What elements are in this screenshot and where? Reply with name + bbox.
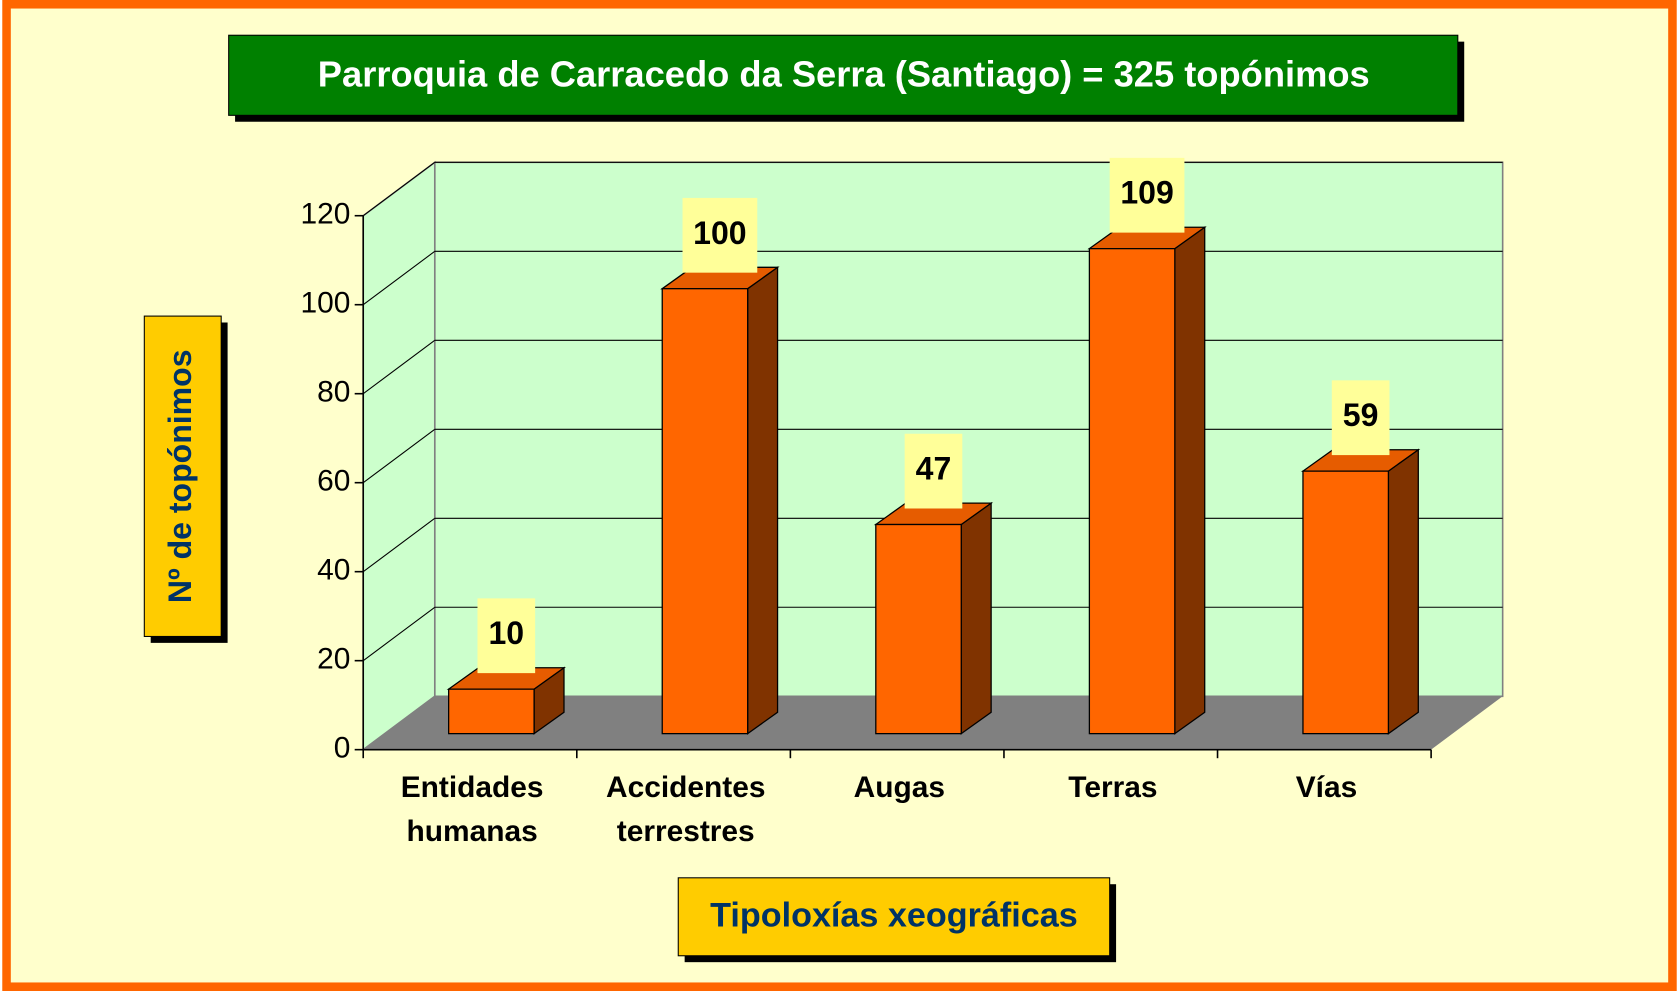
value-label-box xyxy=(1331,380,1390,456)
y-tick-label: 120 xyxy=(301,198,351,231)
value-label: 109 xyxy=(1120,175,1173,211)
y-axis-label: Nº de topónimos xyxy=(162,349,198,603)
y-tick-label: 0 xyxy=(334,732,351,765)
grid-line xyxy=(362,428,436,484)
bar xyxy=(660,266,780,735)
grid-line xyxy=(362,161,436,217)
value-label-box xyxy=(904,433,963,509)
x-axis-label: Tipoloxías xeográficas xyxy=(710,896,1078,934)
bar-front xyxy=(1088,247,1176,735)
title-box xyxy=(228,34,1459,116)
grid-line xyxy=(362,606,436,662)
grid-line xyxy=(362,517,436,573)
value-label-box xyxy=(1109,157,1185,233)
value-label-box xyxy=(477,598,536,674)
value-label: 59 xyxy=(1343,397,1379,433)
x-label-box xyxy=(677,877,1111,957)
y-label-box xyxy=(143,315,222,637)
y-tick-label: 80 xyxy=(317,376,350,409)
bar-front xyxy=(448,688,535,735)
grid-line xyxy=(362,339,436,395)
bar-side xyxy=(960,501,992,735)
x-tick-label: Accidentes terrestres xyxy=(606,771,765,848)
y-tick-label: 40 xyxy=(317,554,350,587)
bar xyxy=(446,666,566,735)
bar-front xyxy=(661,288,749,735)
chart-title: Parroquia de Carracedo da Serra (Santiag… xyxy=(318,53,1370,94)
value-label: 10 xyxy=(489,615,525,651)
grid-line xyxy=(362,250,436,306)
y-tick-label: 60 xyxy=(317,465,350,498)
x-tick-label: Vías xyxy=(1296,771,1358,804)
value-label: 100 xyxy=(693,215,746,251)
x-tick-label: Entidades humanas xyxy=(401,771,544,848)
bar xyxy=(873,501,994,735)
bar-side xyxy=(1387,448,1419,735)
bar-front xyxy=(1302,470,1390,735)
x-tick-label: Terras xyxy=(1068,771,1157,804)
value-label-box xyxy=(682,197,758,273)
y-tick-label: 20 xyxy=(317,643,350,676)
bar xyxy=(1087,226,1207,735)
bar-front xyxy=(875,523,962,735)
bar xyxy=(1300,448,1421,735)
x-tick-label: Augas xyxy=(854,771,945,804)
y-tick-label: 100 xyxy=(301,287,351,320)
bar-side xyxy=(747,266,779,735)
value-label: 47 xyxy=(916,451,952,487)
bar-side xyxy=(1174,226,1206,735)
